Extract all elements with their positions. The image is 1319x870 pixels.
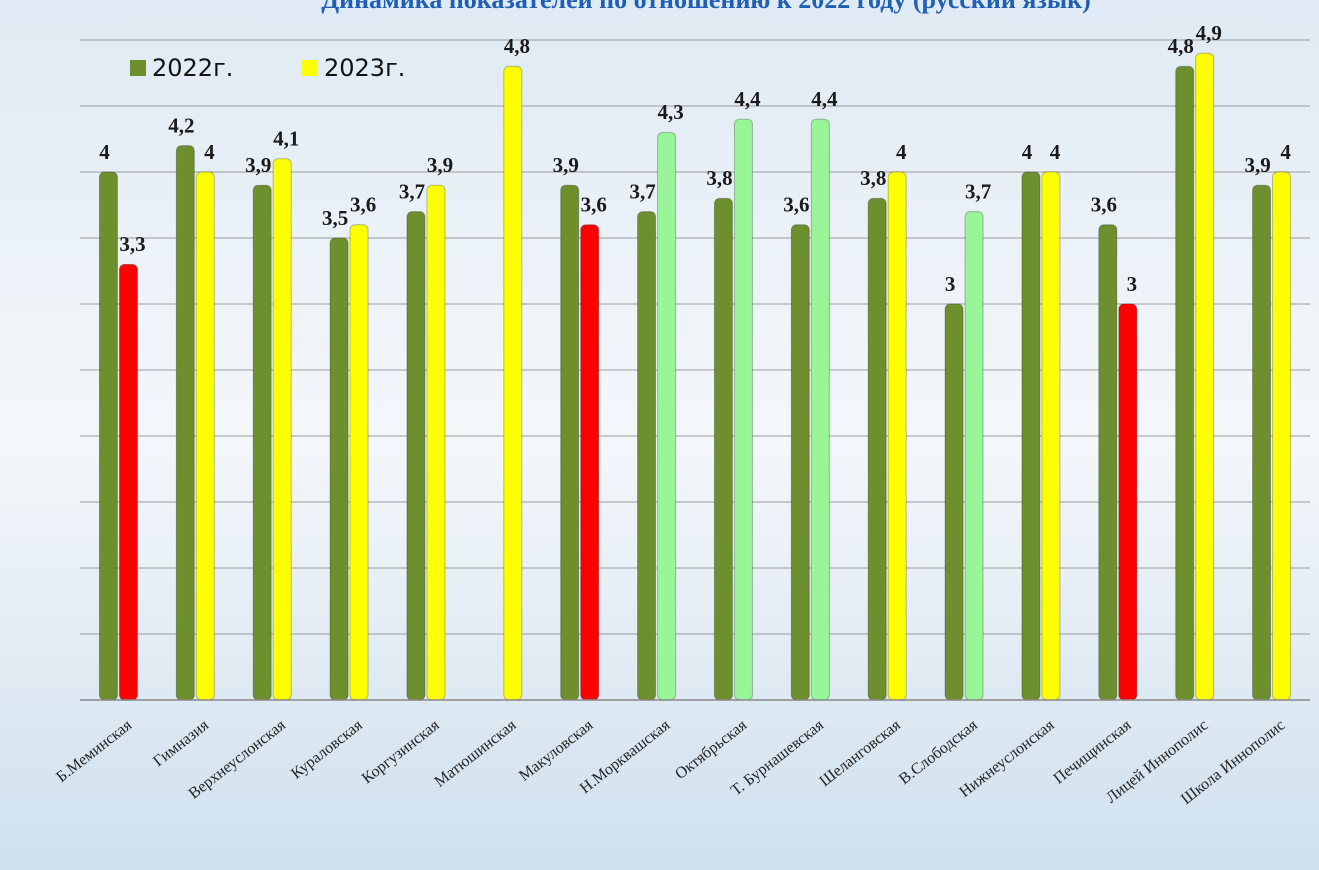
bar: [349, 224, 369, 701]
value-label: 4,1: [273, 127, 299, 151]
value-label: 3,5: [322, 206, 348, 230]
value-label: 3,9: [245, 153, 271, 177]
bar: [98, 171, 118, 701]
legend-label: 2023г.: [324, 54, 405, 82]
value-label: 4: [99, 140, 110, 164]
bar: [1272, 171, 1292, 701]
bar: [426, 184, 446, 701]
value-label: 3,6: [350, 193, 376, 217]
bar: [1118, 303, 1138, 701]
value-label: 3: [945, 272, 956, 296]
bar: [713, 197, 733, 701]
bar: [637, 211, 657, 701]
bar: [733, 118, 753, 701]
bar: [1252, 184, 1272, 701]
value-label: 3,9: [553, 153, 579, 177]
value-label: 4: [1022, 140, 1033, 164]
bar: [964, 211, 984, 701]
bar: [503, 65, 523, 701]
bar: [1195, 52, 1215, 701]
value-label: 3,6: [1091, 193, 1117, 217]
bar: [1175, 65, 1195, 701]
bar: [118, 263, 138, 701]
bar: [1041, 171, 1061, 701]
value-label: 4,9: [1196, 21, 1222, 45]
bar: [887, 171, 907, 701]
value-label: 3: [1127, 272, 1138, 296]
value-label: 4: [204, 140, 215, 164]
value-label: 3,3: [119, 232, 145, 256]
bar: [560, 184, 580, 701]
legend-swatch: [130, 60, 146, 76]
bar: [1098, 224, 1118, 701]
bar: [867, 197, 887, 701]
legend-swatch: [302, 60, 318, 76]
value-label: 4,4: [734, 87, 761, 111]
bar: [272, 158, 292, 701]
bar: [175, 145, 195, 701]
value-label: 4,2: [168, 113, 194, 137]
value-label: 3,6: [581, 193, 607, 217]
bar: [790, 224, 810, 701]
value-label: 3,8: [706, 166, 732, 190]
value-label: 4: [1280, 140, 1291, 164]
bar: [252, 184, 272, 701]
bar: [329, 237, 349, 701]
bar: [944, 303, 964, 701]
value-label: 4: [896, 140, 907, 164]
legend-label: 2022г.: [152, 54, 233, 82]
value-label: 3,9: [1244, 153, 1270, 177]
value-label: 4,4: [811, 87, 838, 111]
bar: [657, 131, 677, 701]
bar: [195, 171, 215, 701]
value-label: 3,7: [965, 179, 991, 203]
bar: [406, 211, 426, 701]
value-label: 4,8: [1168, 34, 1194, 58]
value-label: 4,8: [504, 34, 530, 58]
value-label: 4: [1050, 140, 1061, 164]
bar: [810, 118, 830, 701]
value-label: 3,6: [783, 193, 809, 217]
value-label: 3,7: [399, 179, 425, 203]
value-label: 3,8: [860, 166, 886, 190]
value-label: 3,9: [427, 153, 453, 177]
value-label: 4,3: [657, 100, 683, 124]
value-label: 3,7: [629, 179, 655, 203]
bar: [1021, 171, 1041, 701]
bar: [580, 224, 600, 701]
chart-title: Динамика показателей по отношению к 2022…: [321, 0, 1091, 14]
